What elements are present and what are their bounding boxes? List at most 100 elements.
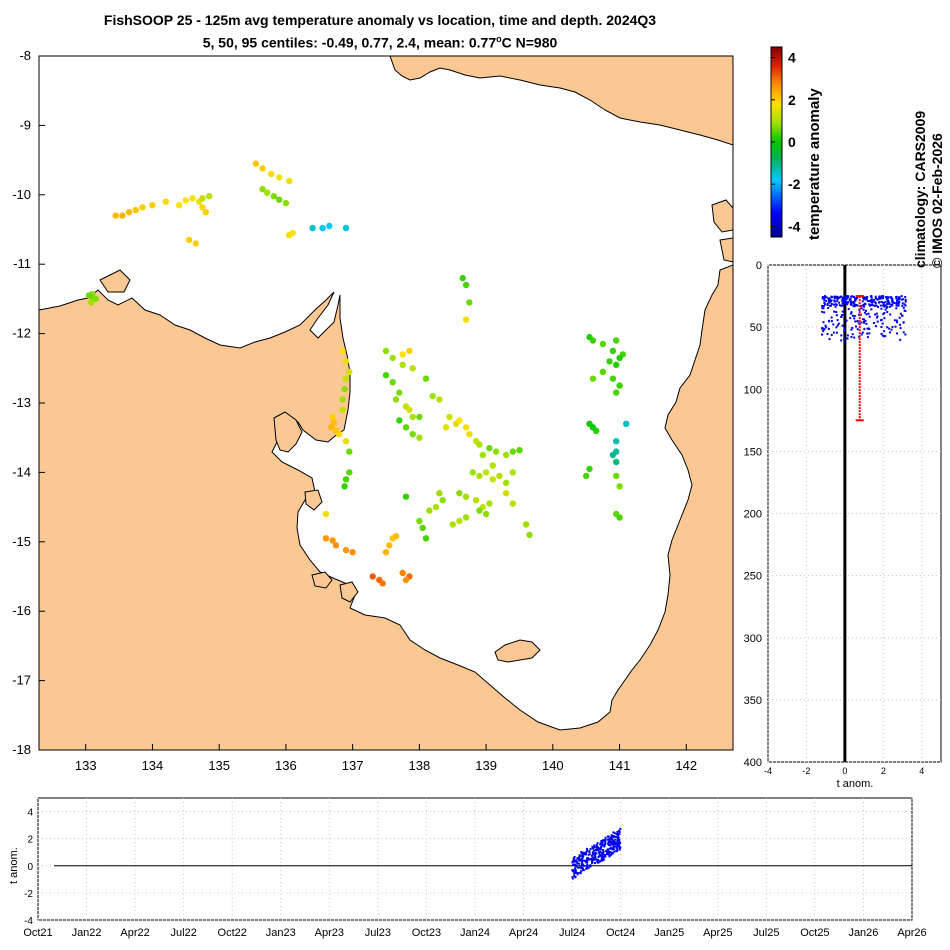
profile-point [859,313,862,316]
map-point [609,451,617,459]
map-point [92,295,99,303]
map-point [132,206,139,214]
map-point [496,472,503,480]
map-point [396,417,403,424]
timeseries-point [573,874,576,877]
timeseries-xtick-label: Jan25 [654,927,684,939]
timeseries-point [601,840,604,843]
profile-point [824,303,826,306]
profile-point [895,319,898,322]
profile-point [846,303,849,306]
timeseries-point [598,848,601,851]
timeseries-ytick-label: 0 [27,862,33,873]
timeseries-xtick-label: Apr24 [509,927,538,939]
map-point [192,240,199,247]
timeseries-ytick-label: -4 [24,916,33,927]
timeseries-point [591,851,594,854]
profile-ytick-label: 0 [756,260,762,272]
profile-point [825,299,828,302]
timeseries-point [613,841,616,844]
timeseries-xtick-label: Apr25 [703,927,732,939]
profile-point [873,322,875,324]
profile-point [904,298,907,301]
timeseries-point [591,854,593,857]
map-point [328,424,335,431]
timeseries-xtick-label: Apr26 [897,927,926,939]
timeseries-point [576,873,579,876]
profile-point [868,328,871,330]
profile-point [821,304,824,307]
timeseries-point [584,853,587,856]
map-point [416,434,423,441]
map-point [522,521,530,528]
timeseries-xtick-label: Oct24 [606,927,635,939]
profile-point [897,303,900,305]
timeseries-point [607,835,610,838]
profile-point [895,307,898,310]
map-point [112,212,119,219]
timeseries-point [594,854,597,856]
profile-point [836,298,839,301]
map-point [502,490,510,497]
profile-point [823,297,826,300]
profile-point [861,331,864,334]
timeseries-point [616,839,619,842]
timeseries-point [578,866,581,869]
profile-point [866,327,869,330]
depth-profile-axes: 0 50 100 150 200 250 300 350 400-4 -2 0 2 4 [744,260,942,776]
timeseries-point [580,857,583,860]
timeseries-point [583,864,585,867]
timeseries-point [608,855,611,858]
profile-point [826,303,829,306]
timeseries-point [591,847,594,850]
map-point [125,209,133,216]
map-point [402,493,410,500]
subtitle-degree: o [496,34,502,44]
profile-point [823,299,826,302]
timeseries-point [595,844,598,847]
map-point [379,580,386,587]
timeseries-point [616,848,619,851]
profile-point [862,298,865,301]
map-point [449,521,456,528]
timeseries-point [574,869,577,872]
profile-frame [767,264,942,763]
profile-point [835,311,838,313]
timeseries-point [619,827,622,830]
timeseries-point [571,877,574,880]
profile-point [844,297,847,300]
timeseries-point [613,850,616,853]
colorbar-tick-label: 4 [788,50,796,66]
profile-point [859,304,862,307]
map-ytick-label: -9 [19,117,31,132]
profile-point [868,300,871,302]
map-point [342,476,350,483]
timeseries-point [616,849,619,852]
timeseries-point [601,839,604,842]
map-ytick-label: -10 [12,187,31,202]
profile-point [850,303,853,306]
timeseries-point [578,859,581,862]
profile-point [853,305,856,308]
timeseries-xtick-label: Apr22 [120,927,149,939]
map-point [502,451,510,459]
profile-point [895,297,898,300]
profile-point [832,331,835,334]
profile-point [827,297,830,300]
timeseries-grid [37,798,913,921]
map-point [276,196,283,203]
map-axes: 133 134 135 136 137 138 139 140 141 142 -8 -9 -10 -11… [12,48,734,773]
profile-point [874,295,877,298]
map-ytick-label: -15 [12,534,31,549]
map-point [482,469,490,476]
profile-point [863,328,866,331]
map-point [599,368,607,375]
profile-xlabel: t anom. [836,778,874,790]
profile-ytick-label: 50 [750,322,762,334]
profile-point [870,304,872,307]
profile-point [880,332,883,335]
timeseries-point [591,859,593,862]
profile-point [888,305,891,308]
profile-point [873,298,876,301]
map-xtick-label: 136 [275,758,297,773]
